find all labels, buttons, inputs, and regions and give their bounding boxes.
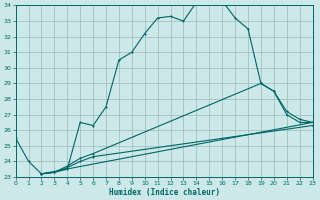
X-axis label: Humidex (Indice chaleur): Humidex (Indice chaleur) [108,188,220,197]
